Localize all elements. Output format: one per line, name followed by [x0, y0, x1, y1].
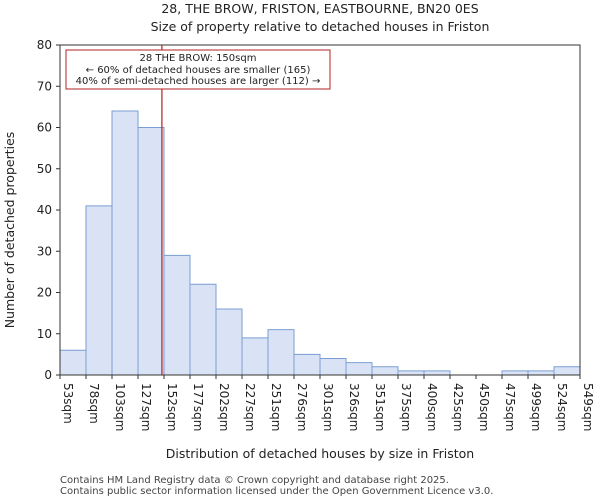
annotation-line-3: 40% of semi-detached houses are larger (… — [76, 76, 321, 87]
bar-524sqm — [553, 366, 581, 376]
x-tick-label: 301sqm — [321, 383, 335, 431]
x-axis-label: Distribution of detached houses by size … — [166, 446, 474, 461]
x-tick-label: 127sqm — [139, 383, 153, 431]
y-tick-label: 70 — [37, 79, 52, 93]
annotation-box: 28 THE BROW: 150sqm ← 60% of detached ho… — [65, 49, 331, 90]
x-tick-label: 375sqm — [399, 383, 413, 431]
y-tick-label: 60 — [37, 121, 52, 135]
x-tick-label: 499sqm — [529, 383, 543, 431]
plot-frame — [59, 44, 581, 376]
y-axis-label: Number of detached properties — [2, 132, 17, 329]
x-tick-label: 326sqm — [347, 383, 361, 431]
y-tick-label: 0 — [44, 368, 52, 382]
bar-276sqm — [293, 353, 321, 376]
x-tick-label: 425sqm — [451, 383, 465, 431]
x-tick-label: 251sqm — [269, 383, 283, 431]
x-tick-label: 227sqm — [243, 383, 257, 431]
y-tick-label: 40 — [37, 203, 52, 217]
bar-177sqm — [189, 283, 217, 376]
bar-375sqm — [397, 370, 425, 376]
x-tick-label: 202sqm — [217, 383, 231, 431]
bar-78sqm — [85, 205, 113, 376]
x-tick-label: 524sqm — [555, 383, 569, 431]
x-tick-label: 177sqm — [191, 383, 205, 431]
bar-202sqm — [215, 308, 243, 376]
x-tick-label: 276sqm — [295, 383, 309, 431]
y-tick-label: 10 — [37, 327, 52, 341]
footer-line-1: Contains HM Land Registry data © Crown c… — [60, 475, 449, 486]
bar-475sqm — [501, 370, 529, 376]
x-tick-label: 78sqm — [87, 383, 101, 424]
bar-351sqm — [371, 366, 399, 376]
x-tick-label: 103sqm — [113, 383, 127, 431]
x-tick-label: 53sqm — [61, 383, 75, 424]
bar-152sqm — [163, 254, 191, 376]
x-tick-label: 152sqm — [165, 383, 179, 431]
bar-499sqm — [527, 370, 555, 376]
x-axis-ticks: 53sqm 78sqm 103sqm 127sqm 152sqm 177sqm 202sqm… — [59, 375, 595, 431]
bar-103sqm — [111, 110, 139, 376]
x-tick-label: 475sqm — [503, 383, 517, 431]
bar-400sqm — [423, 370, 451, 376]
y-tick-label: 20 — [37, 286, 52, 300]
bar-group — [59, 110, 581, 376]
footer-line-2: Contains public sector information licen… — [60, 486, 493, 497]
y-tick-label: 30 — [37, 244, 52, 258]
x-tick-label: 351sqm — [373, 383, 387, 431]
x-tick-label: 549sqm — [581, 383, 595, 431]
annotation-border — [65, 49, 331, 90]
x-tick-label: 400sqm — [425, 383, 439, 431]
bar-326sqm — [345, 362, 373, 376]
chart-title: 28, THE BROW, FRISTON, EASTBOURNE, BN20 … — [161, 1, 478, 16]
bar-53sqm — [59, 349, 87, 376]
bar-301sqm — [319, 358, 347, 376]
y-tick-label: 50 — [37, 162, 52, 176]
annotation-line-2: ← 60% of detached houses are smaller (16… — [86, 65, 311, 76]
y-axis-ticks: 0 10 20 30 40 50 60 70 80 — [37, 38, 60, 382]
annotation-line-1: 28 THE BROW: 150sqm — [140, 53, 257, 64]
chart-subtitle: Size of property relative to detached ho… — [151, 19, 490, 34]
bar-251sqm — [267, 329, 295, 376]
y-tick-label: 80 — [37, 38, 52, 52]
bar-127sqm — [137, 127, 165, 376]
bar-227sqm — [241, 337, 269, 376]
x-tick-label: 450sqm — [477, 383, 491, 431]
